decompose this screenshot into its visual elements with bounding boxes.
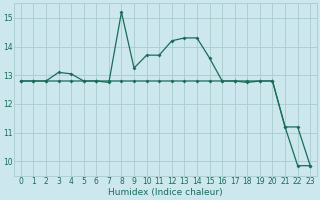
X-axis label: Humidex (Indice chaleur): Humidex (Indice chaleur) — [108, 188, 223, 197]
